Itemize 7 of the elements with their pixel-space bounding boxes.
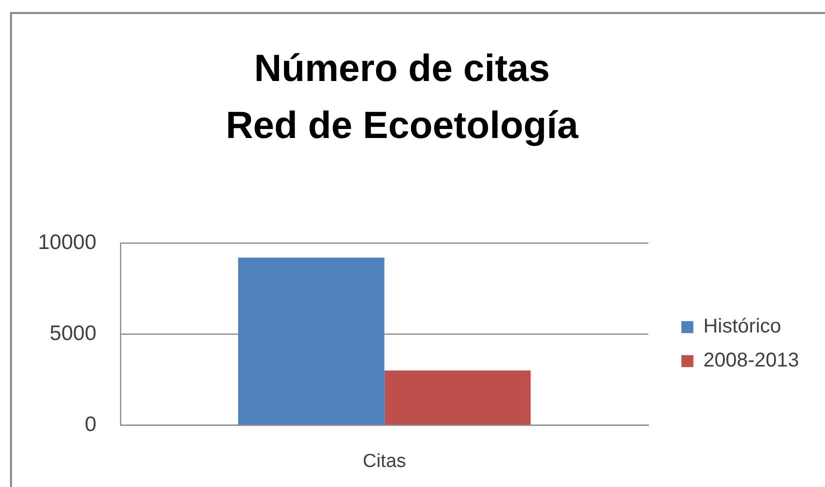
chart-title: Número de citas Red de Ecoetología (226, 48, 580, 147)
y-tick-label: 10000 (38, 230, 96, 254)
y-tick-label: 0 (84, 412, 96, 436)
y-tick-label: 5000 (50, 322, 96, 345)
legend-label: 2008-2013 (703, 350, 800, 372)
legend-label: Histórico (703, 316, 782, 338)
x-tick-label: Citas (362, 450, 406, 472)
